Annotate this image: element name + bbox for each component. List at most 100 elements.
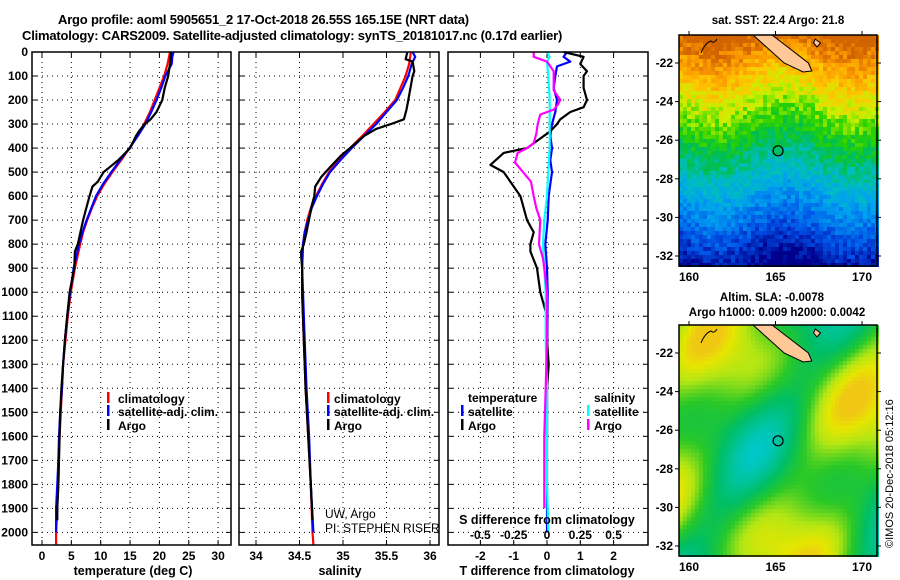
sla-map-lat-tick-label: -30 <box>656 500 674 514</box>
diff-t-tick-label: -2 <box>475 549 486 563</box>
sal-tick-label: 35.5 <box>375 549 399 563</box>
depth-tick-label: 1900 <box>1 501 28 515</box>
legend-mark-s-argo <box>587 419 590 430</box>
temp-tick-label: 20 <box>153 549 167 563</box>
temp-legend-satellite: satellite-adj. clim. <box>118 405 218 419</box>
sal-tick-label: 36 <box>423 549 437 563</box>
depth-tick-label: 300 <box>8 117 28 131</box>
sal-xlabel: salinity <box>318 564 361 578</box>
depth-tick-label: 1200 <box>1 333 28 347</box>
diff-plot-frame <box>447 51 649 546</box>
sla-map-panel: 160 165 170 -22 -24 -26 -28 -30 -32 <box>656 321 881 574</box>
sla-map-frame <box>678 324 878 557</box>
diff-legend-salinity-header: salinity <box>594 391 636 405</box>
credit-institution: UW, Argo <box>325 507 376 521</box>
credit-pi: PI: STEPHEN RISER <box>325 521 440 535</box>
temp-tick-label: 25 <box>182 549 196 563</box>
sla-map-float-marker <box>772 435 784 447</box>
sst-map-lat-tick-label: -22 <box>656 56 674 70</box>
sal-tick-label: 34 <box>249 549 263 563</box>
temperature-panel: 0100200300400500600700800900100011001200… <box>1 45 232 563</box>
island-loyalty <box>812 38 822 48</box>
legend-mark-argo <box>107 419 110 430</box>
temp-series-argo <box>56 51 173 521</box>
sst-map-frame <box>678 34 878 267</box>
depth-tick-label: 600 <box>8 189 28 203</box>
depth-tick-label: 1500 <box>1 405 28 419</box>
sst-map-lat-tick-label: -26 <box>656 133 674 147</box>
sla-map-lat-tick-label: -32 <box>656 539 674 553</box>
sla-map-lon-tick-label: 165 <box>765 560 785 574</box>
diff-legend-temperature-header: temperature <box>468 391 538 405</box>
diff-s-tick-label: 0 <box>544 528 551 542</box>
diff-legend-s-argo: Argo <box>594 419 622 433</box>
sla-map-title-line2: Argo h1000: 0.009 h2000: 0.0042 <box>689 307 865 319</box>
temp-tick-label: 15 <box>123 549 137 563</box>
sst-map-float-marker <box>772 145 784 157</box>
depth-tick-label: 800 <box>8 237 28 251</box>
legend-mark-climatology <box>107 392 110 403</box>
diff-legend-s-satellite: satellite <box>594 405 639 419</box>
diff-t-tick-label: 0 <box>544 549 551 563</box>
sla-map-lat-tick-label: -24 <box>656 385 674 399</box>
depth-tick-label: 400 <box>8 141 28 155</box>
depth-tick-label: 1300 <box>1 357 28 371</box>
sst-map-panel: 160 165 170 -22 -24 -26 -28 -30 -32 <box>656 31 881 284</box>
legend-mark-s-satellite <box>587 405 590 416</box>
legend-mark-t-argo <box>461 419 464 430</box>
temp-legend-climatology: climatology <box>118 392 185 406</box>
diff-s-tick-label: 0.5 <box>605 528 622 542</box>
coastline <box>700 328 718 344</box>
sla-map-lat-tick-label: -22 <box>656 346 674 360</box>
depth-tick-label: 200 <box>8 93 28 107</box>
temp-legend-argo: Argo <box>118 419 146 433</box>
diff-t-tick-label: 2 <box>610 549 617 563</box>
sla-map-lon-tick-label: 170 <box>852 560 872 574</box>
sst-map-lat-tick-label: -24 <box>656 95 674 109</box>
diff-series-s-argo <box>513 52 562 509</box>
legend-mark-argo <box>327 419 330 430</box>
depth-tick-label: 1800 <box>1 477 28 491</box>
temp-tick-label: 5 <box>68 549 75 563</box>
temp-xlabel: temperature (deg C) <box>74 564 193 578</box>
temp-plot-frame <box>31 51 232 546</box>
sal-series-climatology <box>301 51 412 545</box>
depth-tick-label: 1000 <box>1 285 28 299</box>
diff-series-s-satellite <box>541 51 551 533</box>
sst-map-heatmap-cells <box>679 35 879 267</box>
sla-map-title-line1: Altim. SLA: -0.0078 <box>720 292 825 304</box>
diff-legend-t-satellite: satellite <box>468 405 513 419</box>
legend-mark-climatology <box>327 392 330 403</box>
figure-title-line1: Argo profile: aoml 5905651_2 17-Oct-2018… <box>58 12 469 27</box>
sla-map-lat-tick-label: -28 <box>656 462 674 476</box>
sal-legend-satellite: satellite-adj. clim. <box>334 405 434 419</box>
diff-t-tick-label: -1 <box>508 549 519 563</box>
sst-map-lat-tick-label: -28 <box>656 172 674 186</box>
depth-tick-label: 700 <box>8 213 28 227</box>
diff-legend-t-argo: Argo <box>468 419 496 433</box>
sla-map-heatmap-cells <box>679 325 879 557</box>
temp-tick-label: 30 <box>211 549 225 563</box>
sst-map-lon-tick-label: 170 <box>852 270 872 284</box>
depth-tick-label: 100 <box>8 69 28 83</box>
sal-tick-label: 34.5 <box>288 549 312 563</box>
figure-title-line2: Climatology: CARS2009. Satellite-adjuste… <box>22 28 563 43</box>
copyright-timestamp: ©IMOS 20-Dec-2018 05:12:16 <box>884 399 896 548</box>
sla-map-lon-tick-label: 160 <box>679 560 699 574</box>
diff-t-tick-label: 1 <box>577 549 584 563</box>
sal-tick-label: 35 <box>336 549 350 563</box>
temp-tick-label: 0 <box>39 549 46 563</box>
temp-tick-label: 10 <box>94 549 108 563</box>
depth-tick-label: 1400 <box>1 381 28 395</box>
diff-s-tick-label: -0.5 <box>470 528 491 542</box>
sst-map-lat-tick-label: -30 <box>656 210 674 224</box>
temp-series-climatology <box>54 51 172 545</box>
sal-legend-argo: Argo <box>334 419 362 433</box>
temp-series-satellite <box>54 51 175 533</box>
depth-tick-label: 500 <box>8 165 28 179</box>
sal-series-argo <box>300 51 416 521</box>
legend-mark-satellite <box>327 405 330 416</box>
sal-plot-frame <box>238 51 440 546</box>
sla-map-lat-tick-label: -26 <box>656 423 674 437</box>
